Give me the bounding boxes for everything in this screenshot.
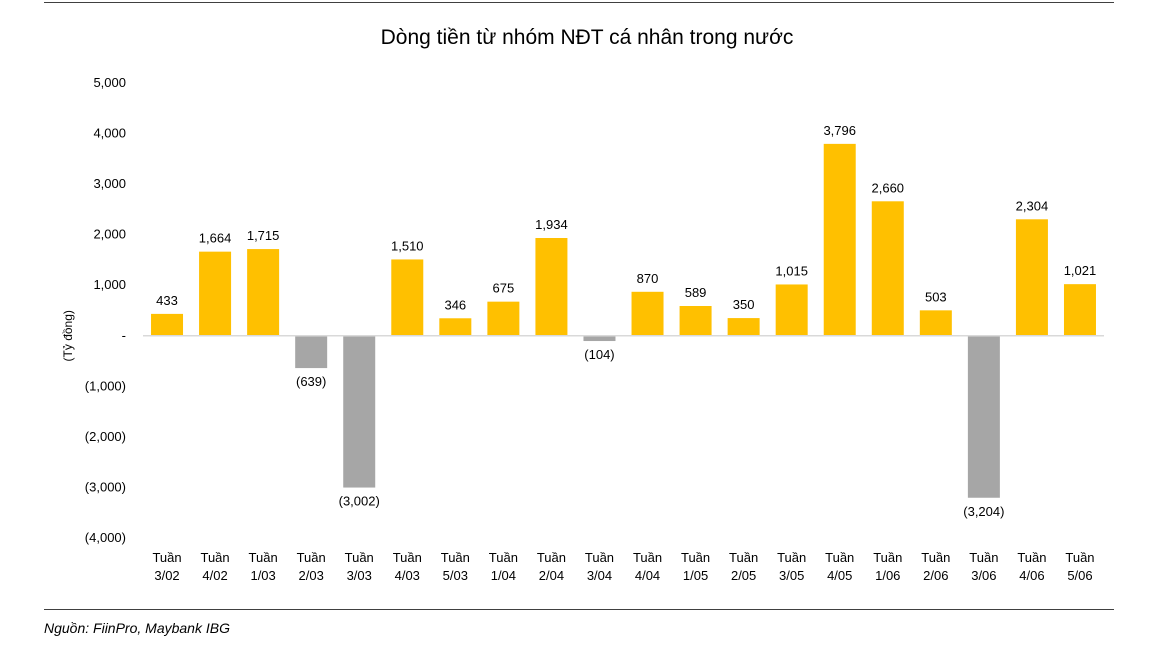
bar [919,310,952,336]
data-label: 346 [444,297,466,312]
data-label: 1,934 [535,217,568,232]
data-label: 1,715 [247,228,280,243]
bar [391,259,424,336]
bar [247,249,280,336]
y-tick-label: (1,000) [85,378,126,393]
data-label: 350 [733,297,755,312]
bar [439,318,472,336]
data-label: 433 [156,293,178,308]
y-tick-label: 1,000 [93,277,126,292]
y-tick-label: (3,000) [85,479,126,494]
y-tick-label: (4,000) [85,530,126,545]
x-tick-label: Tuần 1/05 [681,550,710,583]
y-tick-label: 4,000 [93,126,126,141]
y-tick-label: 2,000 [93,227,126,242]
data-label: 675 [493,281,515,296]
y-axis-label: (Tỷ đồng) [61,310,75,361]
data-label: 1,015 [775,263,808,278]
data-label: (104) [584,347,614,362]
source-note: Nguồn: FiinPro, Maybank IBG [44,620,230,636]
y-tick-label: 3,000 [93,176,126,191]
data-label: 1,664 [199,231,232,246]
data-label: 3,796 [823,123,856,138]
bar-chart: (Tỷ đồng) 5,000 4,000 3,000 2,000 1,000 - (1,00… [61,75,1104,583]
chart-title: Dòng tiền từ nhóm NĐT cá nhân trong nước [380,26,794,49]
x-tick-label: Tuần 1/03 [249,550,278,583]
data-label: 589 [685,285,707,300]
x-tick-label: Tuần 3/04 [585,550,614,583]
data-label: 2,304 [1016,198,1049,213]
bar [583,335,616,342]
x-tick-label: Tuần 3/05 [777,550,806,583]
bar [535,238,568,336]
x-tick-label: Tuần 4/03 [393,550,422,583]
x-tick-label: Tuần 4/06 [1017,550,1046,583]
y-tick-label: 5,000 [93,75,126,90]
data-label: (3,002) [339,494,380,509]
data-label: (639) [296,374,326,389]
x-tick-label: Tuần 2/04 [537,550,566,583]
bar [343,335,376,488]
x-tick-label: Tuần 3/03 [345,550,374,583]
data-label: 1,021 [1064,263,1097,278]
x-tick-label: Tuần 4/04 [633,550,662,583]
x-tick-label: Tuần 4/05 [825,550,854,583]
y-tick-label: - [122,328,126,343]
bar [199,251,232,336]
bar [727,318,760,336]
x-tick-label: Tuần 2/06 [921,550,950,583]
data-label: (3,204) [963,504,1004,519]
x-tick-label: Tuần 2/03 [297,550,326,583]
y-tick-label: (2,000) [85,429,126,444]
bar [775,284,808,336]
x-tick-label: Tuần 5/03 [441,550,470,583]
bar [631,291,664,336]
bar [151,313,184,336]
bar [871,201,904,336]
x-tick-label: Tuần 1/06 [873,550,902,583]
x-tick-label: Tuần 2/05 [729,550,758,583]
bar [487,301,520,336]
bar [1063,284,1096,336]
bar [967,335,1000,498]
data-label: 2,660 [872,180,905,195]
x-tick-label: Tuần 3/06 [969,550,998,583]
bar [1015,219,1048,336]
bottom-rule [44,609,1114,610]
x-tick-label: Tuần 5/06 [1065,550,1094,583]
data-label: 503 [925,289,947,304]
bar [295,335,328,369]
bar [679,306,712,336]
bar [823,143,856,336]
x-tick-label: Tuần 1/04 [489,550,518,583]
x-tick-label: Tuần 4/02 [200,550,229,583]
data-label: 870 [637,271,659,286]
x-tick-label: Tuần 3/02 [152,550,181,583]
top-rule [44,2,1114,3]
data-label: 1,510 [391,238,424,253]
